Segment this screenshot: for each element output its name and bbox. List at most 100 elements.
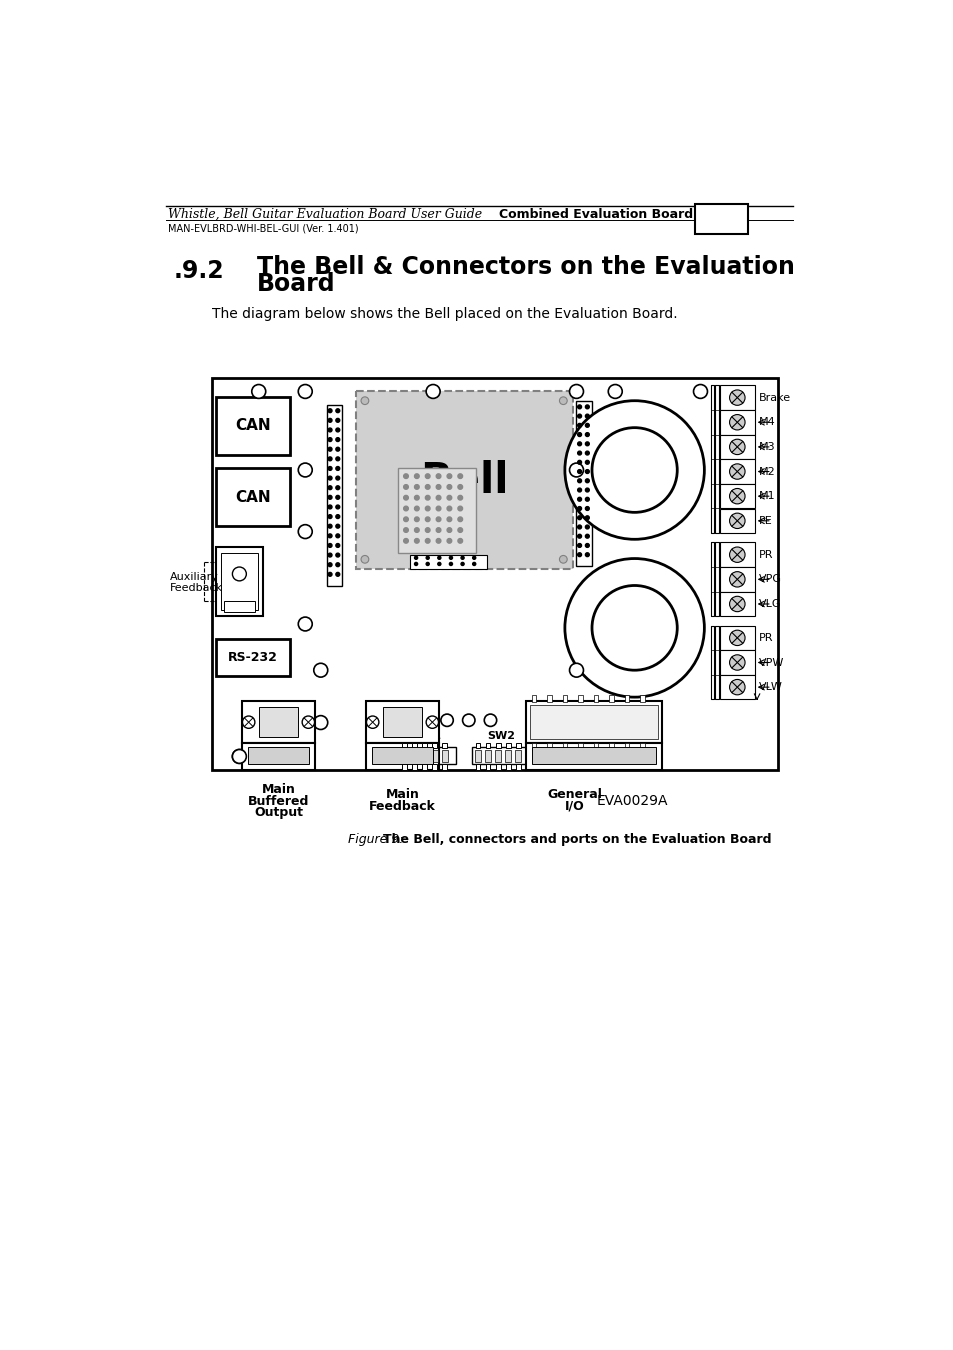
Circle shape (436, 528, 440, 532)
Text: 23: 23 (707, 209, 734, 228)
Circle shape (585, 497, 589, 501)
Text: VLW: VLW (758, 682, 781, 693)
Circle shape (335, 477, 339, 481)
Text: The diagram below shows the Bell placed on the Evaluation Board.: The diagram below shows the Bell placed … (212, 306, 678, 321)
Circle shape (426, 563, 429, 566)
Circle shape (328, 514, 332, 518)
Circle shape (415, 563, 417, 566)
Circle shape (578, 424, 581, 427)
Bar (382, 707, 422, 737)
Circle shape (585, 460, 589, 464)
Circle shape (447, 517, 452, 521)
Text: PR: PR (758, 633, 772, 643)
Circle shape (314, 663, 328, 678)
Circle shape (328, 409, 332, 413)
Bar (224, 601, 254, 612)
Bar (710, 543, 714, 617)
Bar (516, 764, 520, 769)
Circle shape (328, 572, 332, 576)
Bar (411, 749, 417, 761)
Bar (412, 764, 416, 769)
Bar (532, 747, 655, 764)
Circle shape (415, 485, 418, 489)
Circle shape (729, 630, 744, 645)
Circle shape (472, 556, 476, 559)
Circle shape (729, 390, 744, 405)
Bar (441, 749, 447, 761)
Bar (258, 707, 298, 737)
Text: Board: Board (257, 271, 335, 296)
Circle shape (585, 470, 589, 474)
Circle shape (360, 397, 369, 405)
Bar (720, 483, 754, 509)
Text: Main: Main (385, 788, 419, 802)
Circle shape (608, 749, 621, 763)
Text: Auxiliary: Auxiliary (170, 572, 218, 582)
Circle shape (328, 456, 332, 460)
Circle shape (415, 474, 418, 478)
Circle shape (457, 517, 462, 521)
Circle shape (415, 556, 417, 559)
Circle shape (425, 485, 430, 489)
Bar (476, 743, 480, 748)
Circle shape (335, 409, 339, 413)
Circle shape (585, 451, 589, 455)
Circle shape (578, 544, 581, 547)
Circle shape (578, 525, 581, 529)
Circle shape (403, 474, 408, 478)
Bar (402, 743, 406, 748)
Circle shape (335, 437, 339, 441)
Circle shape (729, 571, 744, 587)
Circle shape (335, 544, 339, 547)
Circle shape (569, 385, 583, 398)
Circle shape (447, 539, 452, 543)
Circle shape (585, 489, 589, 491)
Circle shape (729, 489, 744, 504)
Bar (531, 695, 536, 702)
Circle shape (436, 485, 440, 489)
Circle shape (447, 495, 452, 500)
Circle shape (729, 414, 744, 429)
Circle shape (403, 485, 408, 489)
Bar (397, 468, 476, 554)
Circle shape (233, 567, 246, 580)
Circle shape (449, 556, 452, 559)
Circle shape (585, 516, 589, 520)
Circle shape (403, 517, 408, 521)
Circle shape (729, 439, 744, 455)
Circle shape (415, 506, 418, 510)
Circle shape (436, 539, 440, 543)
Text: Buffered: Buffered (248, 795, 309, 807)
Circle shape (457, 528, 462, 532)
Circle shape (578, 405, 581, 409)
Circle shape (585, 424, 589, 427)
Circle shape (592, 428, 677, 513)
Circle shape (252, 385, 266, 398)
Circle shape (729, 547, 744, 563)
Circle shape (457, 495, 462, 500)
Circle shape (457, 539, 462, 543)
Circle shape (335, 505, 339, 509)
Circle shape (447, 506, 452, 510)
Circle shape (436, 517, 440, 521)
Bar (593, 744, 598, 751)
Bar (516, 743, 520, 748)
Circle shape (403, 528, 408, 532)
Text: I/O: I/O (564, 801, 584, 813)
Text: PE: PE (758, 516, 772, 525)
Bar (397, 747, 456, 764)
Text: Combined Evaluation Board: Combined Evaluation Board (498, 208, 692, 221)
Bar (410, 555, 487, 568)
Bar (531, 744, 536, 751)
Bar (485, 764, 490, 769)
Circle shape (335, 563, 339, 567)
Circle shape (233, 749, 246, 763)
Circle shape (335, 533, 339, 537)
Circle shape (585, 552, 589, 556)
Text: Whistle, Bell Guitar Evaluation Board User Guide: Whistle, Bell Guitar Evaluation Board Us… (168, 208, 481, 221)
Circle shape (585, 441, 589, 446)
Circle shape (335, 495, 339, 500)
Text: CAN: CAN (234, 418, 271, 433)
Bar (720, 675, 754, 699)
Circle shape (578, 506, 581, 510)
